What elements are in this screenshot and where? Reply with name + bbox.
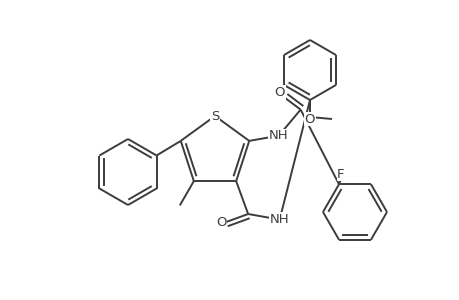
Text: NH: NH bbox=[269, 129, 288, 142]
Text: NH: NH bbox=[269, 213, 289, 226]
Text: F: F bbox=[336, 168, 344, 181]
Text: S: S bbox=[210, 110, 218, 122]
Text: O: O bbox=[274, 86, 284, 99]
Text: O: O bbox=[304, 112, 314, 125]
Text: O: O bbox=[215, 215, 226, 229]
